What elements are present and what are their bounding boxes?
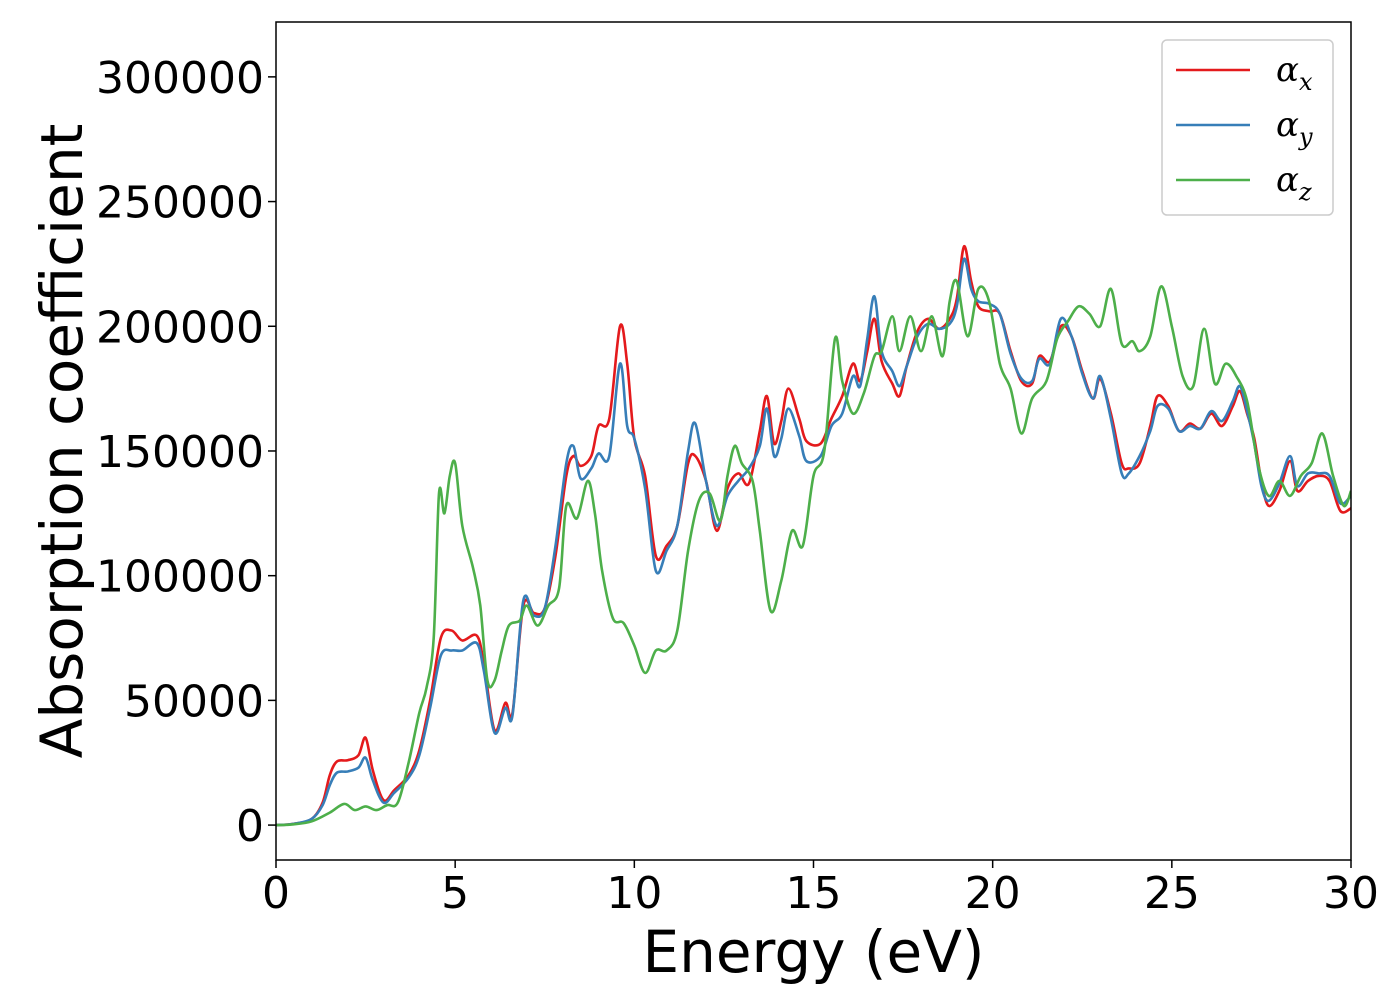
x-tick-label: 5 [441,868,469,919]
y-tick-label: 100000 [96,552,264,603]
x-tick-label: 30 [1323,868,1379,919]
legend-box [1161,39,1334,216]
legend-label-y: αy [1276,105,1313,151]
x-tick-label: 25 [1144,868,1200,919]
y-tick-label: 250000 [96,178,264,229]
series-line-z [276,278,1351,827]
x-tick-label: 20 [965,868,1021,919]
y-tick-label: 150000 [96,427,264,478]
y-tick-label: 0 [236,801,264,852]
x-axis-label: Energy (eV) [642,918,984,986]
y-axis-label: Absorption coefficient [28,124,96,759]
y-tick-label: 300000 [96,53,264,104]
legend-label-z: αz [1276,160,1312,206]
legend-symbol: α [1276,50,1299,90]
legend-subscript: x [1299,68,1313,96]
legend-label-x: αx [1276,50,1313,96]
legend-symbol: α [1276,105,1299,145]
legend-subscript: z [1298,178,1312,206]
y-tick-label: 50000 [124,676,264,727]
x-tick-label: 0 [262,868,290,919]
axis-ticks: 0 5 10 15 20 25 30 0 50000 100000 150000 200000 2500… [96,53,1379,919]
x-tick-label: 10 [606,868,662,919]
legend-symbol: α [1276,160,1299,200]
legend-subscript: y [1298,123,1313,151]
x-tick-label: 15 [786,868,842,919]
series-layer [276,245,1351,827]
y-tick-label: 200000 [96,302,264,353]
